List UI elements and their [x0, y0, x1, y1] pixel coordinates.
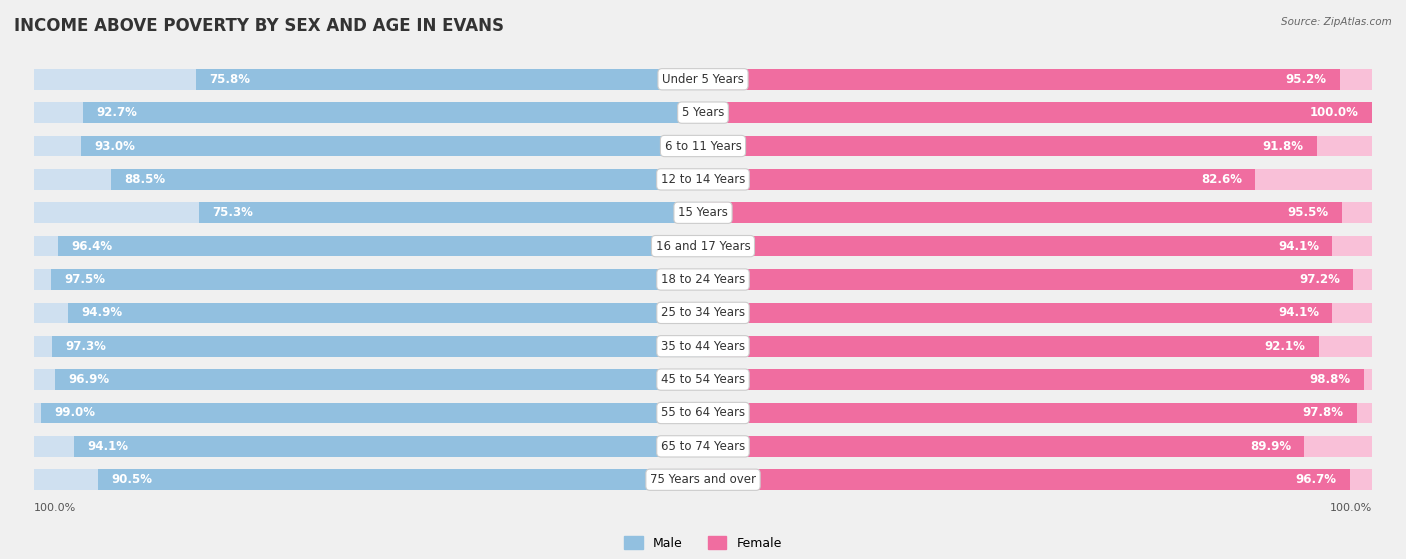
Bar [58, 236, 703, 257]
Text: 18 to 24 Years: 18 to 24 Years [661, 273, 745, 286]
Bar [34, 202, 703, 223]
Bar [97, 470, 703, 490]
Bar [111, 169, 703, 190]
Text: 55 to 64 Years: 55 to 64 Years [661, 406, 745, 419]
Text: 75 Years and over: 75 Years and over [650, 473, 756, 486]
Bar [34, 236, 703, 257]
Text: 97.5%: 97.5% [65, 273, 105, 286]
Bar [195, 69, 703, 89]
Bar [703, 69, 1372, 89]
Text: 88.5%: 88.5% [124, 173, 166, 186]
Text: 99.0%: 99.0% [55, 406, 96, 419]
Bar [34, 470, 703, 490]
Bar [703, 302, 1333, 323]
Bar [52, 336, 703, 357]
Bar [703, 269, 1353, 290]
Text: 94.9%: 94.9% [82, 306, 122, 319]
Text: 98.8%: 98.8% [1309, 373, 1351, 386]
Bar [34, 69, 703, 89]
Text: 96.4%: 96.4% [72, 240, 112, 253]
Text: 75.8%: 75.8% [209, 73, 250, 86]
Text: 16 and 17 Years: 16 and 17 Years [655, 240, 751, 253]
Text: 100.0%: 100.0% [1330, 503, 1372, 513]
Bar [703, 470, 1372, 490]
Bar [34, 436, 703, 457]
Bar [34, 302, 703, 323]
Bar [703, 169, 1256, 190]
Text: 96.9%: 96.9% [69, 373, 110, 386]
Bar [703, 402, 1357, 423]
Text: 15 Years: 15 Years [678, 206, 728, 219]
Text: 97.2%: 97.2% [1299, 273, 1340, 286]
Bar [703, 136, 1372, 157]
Text: 12 to 14 Years: 12 to 14 Years [661, 173, 745, 186]
Bar [83, 102, 703, 123]
Text: 65 to 74 Years: 65 to 74 Years [661, 440, 745, 453]
Bar [200, 202, 703, 223]
Bar [73, 436, 703, 457]
Text: 94.1%: 94.1% [1278, 306, 1319, 319]
Text: INCOME ABOVE POVERTY BY SEX AND AGE IN EVANS: INCOME ABOVE POVERTY BY SEX AND AGE IN E… [14, 17, 505, 35]
Bar [703, 336, 1372, 357]
Bar [703, 102, 1372, 123]
Text: 75.3%: 75.3% [212, 206, 253, 219]
Bar [703, 369, 1372, 390]
Text: 45 to 54 Years: 45 to 54 Years [661, 373, 745, 386]
Text: 95.5%: 95.5% [1288, 206, 1329, 219]
Legend: Male, Female: Male, Female [619, 532, 787, 555]
Bar [703, 69, 1340, 89]
Text: 25 to 34 Years: 25 to 34 Years [661, 306, 745, 319]
Bar [703, 202, 1341, 223]
Text: 92.1%: 92.1% [1265, 340, 1306, 353]
Bar [41, 402, 703, 423]
Bar [703, 136, 1317, 157]
Text: 96.7%: 96.7% [1295, 473, 1337, 486]
Text: 95.2%: 95.2% [1285, 73, 1326, 86]
Text: 93.0%: 93.0% [94, 140, 135, 153]
Text: 100.0%: 100.0% [1309, 106, 1358, 119]
Bar [34, 269, 703, 290]
Bar [51, 269, 703, 290]
Bar [703, 369, 1364, 390]
Text: 6 to 11 Years: 6 to 11 Years [665, 140, 741, 153]
Bar [34, 402, 703, 423]
Bar [703, 102, 1372, 123]
Bar [703, 436, 1372, 457]
Bar [703, 269, 1372, 290]
Text: Under 5 Years: Under 5 Years [662, 73, 744, 86]
Bar [703, 436, 1305, 457]
Text: 97.3%: 97.3% [66, 340, 107, 353]
Bar [703, 202, 1372, 223]
Text: 94.1%: 94.1% [87, 440, 128, 453]
Text: 89.9%: 89.9% [1250, 440, 1291, 453]
Bar [34, 336, 703, 357]
Bar [703, 169, 1372, 190]
Text: Source: ZipAtlas.com: Source: ZipAtlas.com [1281, 17, 1392, 27]
Text: 91.8%: 91.8% [1263, 140, 1303, 153]
Bar [34, 102, 703, 123]
Bar [34, 169, 703, 190]
Bar [703, 236, 1333, 257]
Bar [34, 136, 703, 157]
Text: 100.0%: 100.0% [34, 503, 76, 513]
Text: 94.1%: 94.1% [1278, 240, 1319, 253]
Text: 82.6%: 82.6% [1201, 173, 1241, 186]
Bar [34, 369, 703, 390]
Bar [82, 136, 703, 157]
Text: 5 Years: 5 Years [682, 106, 724, 119]
Bar [703, 302, 1372, 323]
Bar [55, 369, 703, 390]
Text: 90.5%: 90.5% [111, 473, 152, 486]
Bar [703, 402, 1372, 423]
Text: 92.7%: 92.7% [97, 106, 138, 119]
Text: 35 to 44 Years: 35 to 44 Years [661, 340, 745, 353]
Bar [703, 470, 1350, 490]
Text: 97.8%: 97.8% [1303, 406, 1344, 419]
Bar [69, 302, 703, 323]
Bar [703, 236, 1372, 257]
Bar [703, 336, 1319, 357]
